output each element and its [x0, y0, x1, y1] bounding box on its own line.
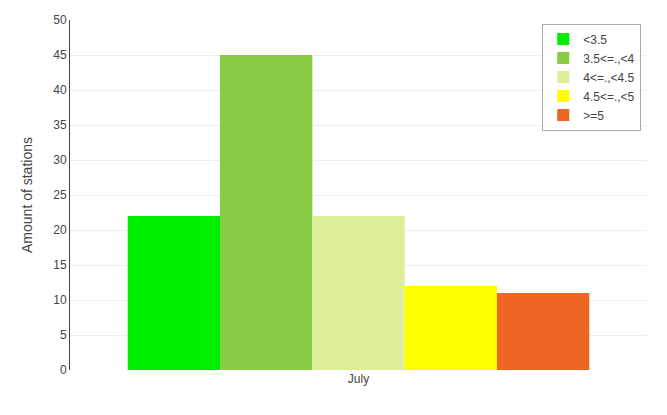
svg-text:50: 50	[53, 13, 67, 27]
svg-text:>=5: >=5	[583, 109, 604, 123]
svg-text:35: 35	[53, 118, 67, 132]
svg-text:Amount of stations: Amount of stations	[19, 137, 35, 253]
svg-text:45: 45	[53, 48, 67, 62]
svg-text:0: 0	[60, 363, 67, 377]
svg-text:4.5<=.,<5: 4.5<=.,<5	[583, 90, 634, 104]
svg-text:July: July	[348, 372, 369, 386]
svg-text:25: 25	[53, 188, 67, 202]
svg-text:10: 10	[53, 293, 67, 307]
svg-text:3.5<=.,<4: 3.5<=.,<4	[583, 52, 634, 66]
svg-text:<3.5: <3.5	[583, 33, 607, 47]
svg-text:40: 40	[53, 83, 67, 97]
svg-text:4<=.,<4.5: 4<=.,<4.5	[583, 71, 634, 85]
svg-text:20: 20	[53, 223, 67, 237]
svg-text:5: 5	[60, 328, 67, 342]
svg-text:30: 30	[53, 153, 67, 167]
svg-text:15: 15	[53, 258, 67, 272]
